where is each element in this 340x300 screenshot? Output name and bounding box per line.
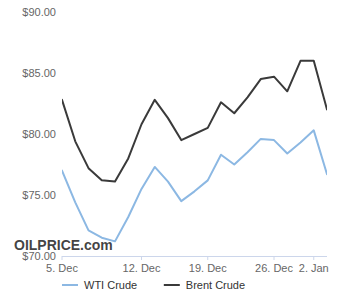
x-tick: [207, 256, 208, 260]
y-tick-label: $85.00: [22, 67, 56, 79]
chart-container: $70.00$75.00$80.00$85.00$90.005. Dec12. …: [0, 0, 340, 300]
x-tick: [141, 256, 142, 260]
x-tick-label: 19. Dec: [189, 262, 227, 274]
legend-swatch: [164, 284, 180, 286]
logo-text: OILPRICE.com: [14, 237, 113, 253]
x-axis-line: [62, 256, 327, 257]
x-tick-label: 2. Jan: [299, 262, 329, 274]
plot-area: [62, 61, 327, 242]
legend-label[interactable]: Brent Crude: [186, 279, 245, 291]
x-tick-label: 5. Dec: [46, 262, 78, 274]
x-tick-label: 12. Dec: [123, 262, 161, 274]
y-tick-label: $80.00: [22, 128, 56, 140]
series-line: [62, 61, 327, 182]
x-tick-label: 26. Dec: [255, 262, 293, 274]
y-tick-label: $90.00: [22, 6, 56, 18]
y-tick-label: $75.00: [22, 189, 56, 201]
chart-svg: $70.00$75.00$80.00$85.00$90.005. Dec12. …: [0, 0, 340, 300]
legend-swatch: [62, 284, 78, 286]
legend-label[interactable]: WTI Crude: [84, 279, 137, 291]
x-tick: [274, 256, 275, 260]
series-line: [62, 130, 327, 241]
x-tick: [313, 256, 314, 260]
legend[interactable]: WTI Crude Brent Crude: [62, 279, 245, 291]
x-tick: [62, 256, 63, 260]
